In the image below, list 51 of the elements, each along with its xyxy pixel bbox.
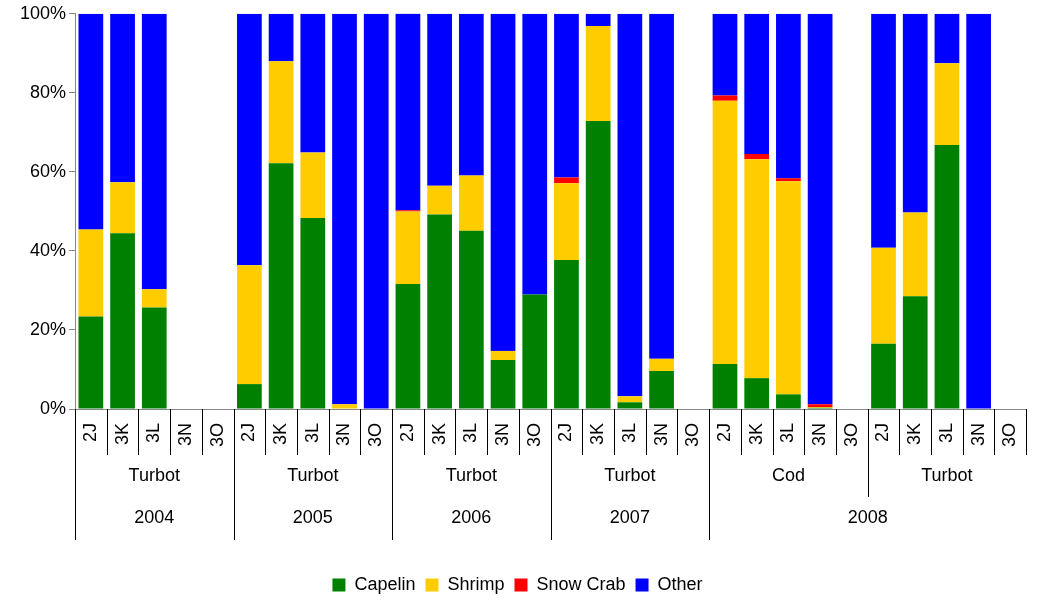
- legend-label: Shrimp: [447, 573, 505, 594]
- text: Cod: [771, 464, 805, 485]
- x-tick-label: 3O: [206, 423, 227, 448]
- y-tick-label: 100%: [19, 2, 66, 23]
- text: 2005: [292, 507, 333, 528]
- x-tick-label: 2J: [238, 423, 259, 443]
- y-tick-label: 60%: [29, 160, 66, 181]
- y-tick-label: 0%: [39, 397, 66, 418]
- text: Turbot: [287, 464, 339, 485]
- legend-label: Capelin: [354, 573, 416, 594]
- text: Turbot: [921, 464, 973, 485]
- text: Turbot: [128, 464, 180, 485]
- x-tick-label: 3L: [935, 423, 956, 444]
- x-tick-label: 2J: [713, 423, 734, 443]
- x-tick-label: 3L: [777, 423, 798, 444]
- x-tick-label: 3K: [745, 423, 766, 446]
- x-tick-label: 3N: [174, 423, 195, 447]
- text: 2007: [609, 507, 650, 528]
- y-tick-label: 40%: [29, 239, 66, 260]
- text: Turbot: [445, 464, 498, 485]
- x-tick-label: 3L: [301, 423, 322, 444]
- text: 2006: [451, 507, 492, 528]
- x-tick-label: 3L: [143, 423, 164, 444]
- text: Turbot: [604, 464, 656, 485]
- x-tick-label: 3O: [365, 423, 386, 448]
- x-tick-label: 3K: [111, 423, 132, 446]
- x-tick-label: 2J: [396, 423, 417, 443]
- x-tick-label: 3N: [492, 423, 513, 447]
- x-tick-label: 3K: [428, 423, 449, 446]
- x-tick-label: 3L: [460, 423, 481, 444]
- x-tick-label: 2J: [555, 423, 576, 443]
- x-tick-label: 3K: [270, 423, 291, 446]
- x-tick-label: 2J: [79, 423, 100, 443]
- x-tick-label: 3N: [809, 423, 830, 447]
- x-tick-label: 3O: [840, 423, 861, 448]
- x-tick-label: 3N: [650, 423, 671, 447]
- x-tick-label: 3N: [967, 423, 988, 447]
- x-tick-label: 3K: [904, 423, 925, 446]
- text: 2004: [134, 507, 175, 528]
- x-tick-label: 3L: [618, 423, 639, 444]
- y-tick-label: 20%: [29, 318, 66, 339]
- y-tick-label: 80%: [29, 81, 66, 102]
- x-tick-label: 2J: [872, 423, 893, 443]
- x-tick-label: 3O: [523, 423, 544, 448]
- x-tick-label: 3N: [333, 423, 354, 447]
- x-tick-label: 3K: [587, 423, 608, 446]
- legend-label: Snow Crab: [536, 573, 626, 594]
- legend-label: Other: [657, 573, 703, 594]
- text: 2008: [847, 507, 888, 528]
- x-tick-label: 3O: [999, 423, 1020, 448]
- x-tick-label: 3O: [682, 423, 703, 448]
